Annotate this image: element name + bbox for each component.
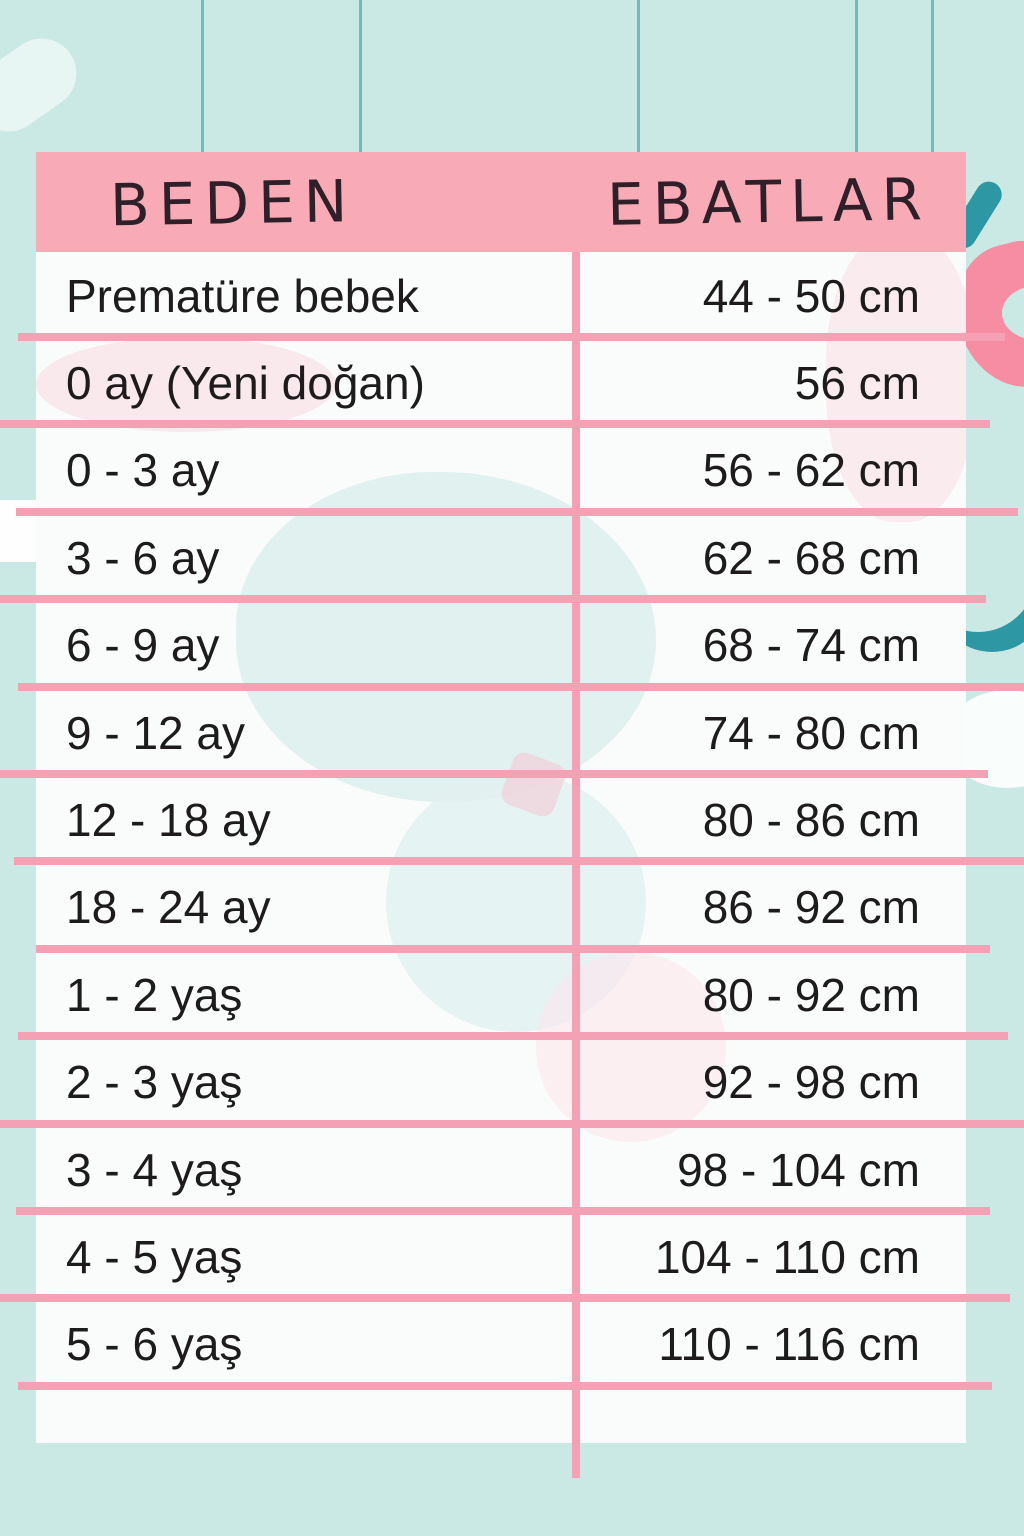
table-row: 1 - 2 yaş 80 - 92 cm [36, 951, 966, 1038]
size-cell: 3 - 4 yaş [66, 1143, 243, 1196]
table-row: 0 ay (Yeni doğan) 56 cm [36, 339, 966, 426]
dimension-cell: 68 - 74 cm [702, 619, 920, 672]
size-cell: 4 - 5 yaş [66, 1230, 243, 1283]
table-row: 0 - 3 ay 56 - 62 cm [36, 427, 966, 514]
table-row: 18 - 24 ay 86 - 92 cm [36, 864, 966, 951]
table-row: 6 - 9 ay 68 - 74 cm [36, 602, 966, 689]
dimension-cell: 62 - 68 cm [702, 531, 920, 584]
dimension-cell: 80 - 92 cm [702, 968, 920, 1021]
pastel-blob [236, 472, 656, 802]
pastel-blob [36, 337, 336, 432]
dimension-cell: 110 - 116 cm [658, 1318, 920, 1371]
size-cell: 5 - 6 yaş [66, 1318, 243, 1371]
dimension-cell: 56 - 62 cm [702, 444, 920, 497]
table-row: 4 - 5 yaş 104 - 110 cm [36, 1213, 966, 1300]
size-cell: 1 - 2 yaş [66, 968, 243, 1021]
hanging-string-line [855, 0, 858, 152]
dimension-cell: 74 - 80 cm [702, 706, 920, 759]
dimension-cell: 44 - 50 cm [702, 269, 920, 322]
dimension-cell: 98 - 104 cm [677, 1143, 920, 1196]
header-size-column: BEDEN [109, 167, 357, 240]
header-dimensions-column: EBATLAR [606, 165, 932, 239]
size-chart-header: BEDEN EBATLAR [36, 152, 966, 252]
size-cell: 3 - 6 ay [66, 531, 220, 584]
dimension-cell: 104 - 110 cm [654, 1230, 920, 1283]
size-cell: 6 - 9 ay [66, 619, 220, 672]
size-cell: 12 - 18 ay [66, 794, 271, 847]
table-row: 3 - 6 ay 62 - 68 cm [36, 514, 966, 601]
table-row: 5 - 6 yaş 110 - 116 cm [36, 1301, 966, 1388]
pastel-blob [536, 952, 726, 1142]
pastel-blob [826, 252, 966, 522]
hanging-string-line [931, 0, 934, 152]
size-cell: Prematüre bebek [66, 269, 419, 322]
dimension-cell: 56 cm [794, 357, 920, 410]
table-rows: Prematüre bebek 44 - 50 cm 0 ay (Yeni do… [36, 252, 966, 1388]
size-chart-body [36, 252, 966, 1443]
size-cell: 2 - 3 yaş [66, 1056, 243, 1109]
size-cell: 0 - 3 ay [66, 444, 220, 497]
size-cell: 9 - 12 ay [66, 706, 245, 759]
table-row: 2 - 3 yaş 92 - 98 cm [36, 1039, 966, 1126]
size-cell: 0 ay (Yeni doğan) [66, 357, 425, 410]
table-row: Prematüre bebek 44 - 50 cm [36, 252, 966, 339]
dimension-cell: 86 - 92 cm [702, 881, 920, 934]
dimension-cell: 80 - 86 cm [702, 794, 920, 847]
hanging-string-line [359, 0, 362, 152]
table-row: 3 - 4 yaş 98 - 104 cm [36, 1126, 966, 1213]
hanging-string-line [637, 0, 640, 152]
hanging-string-line [201, 0, 204, 152]
dimension-cell: 92 - 98 cm [702, 1056, 920, 1109]
size-cell: 18 - 24 ay [66, 881, 271, 934]
corner-highlight-shape [0, 24, 91, 146]
table-row: 12 - 18 ay 80 - 86 cm [36, 776, 966, 863]
pink-blob-notch [1002, 286, 1024, 340]
table-row: 9 - 12 ay 74 - 80 cm [36, 689, 966, 776]
